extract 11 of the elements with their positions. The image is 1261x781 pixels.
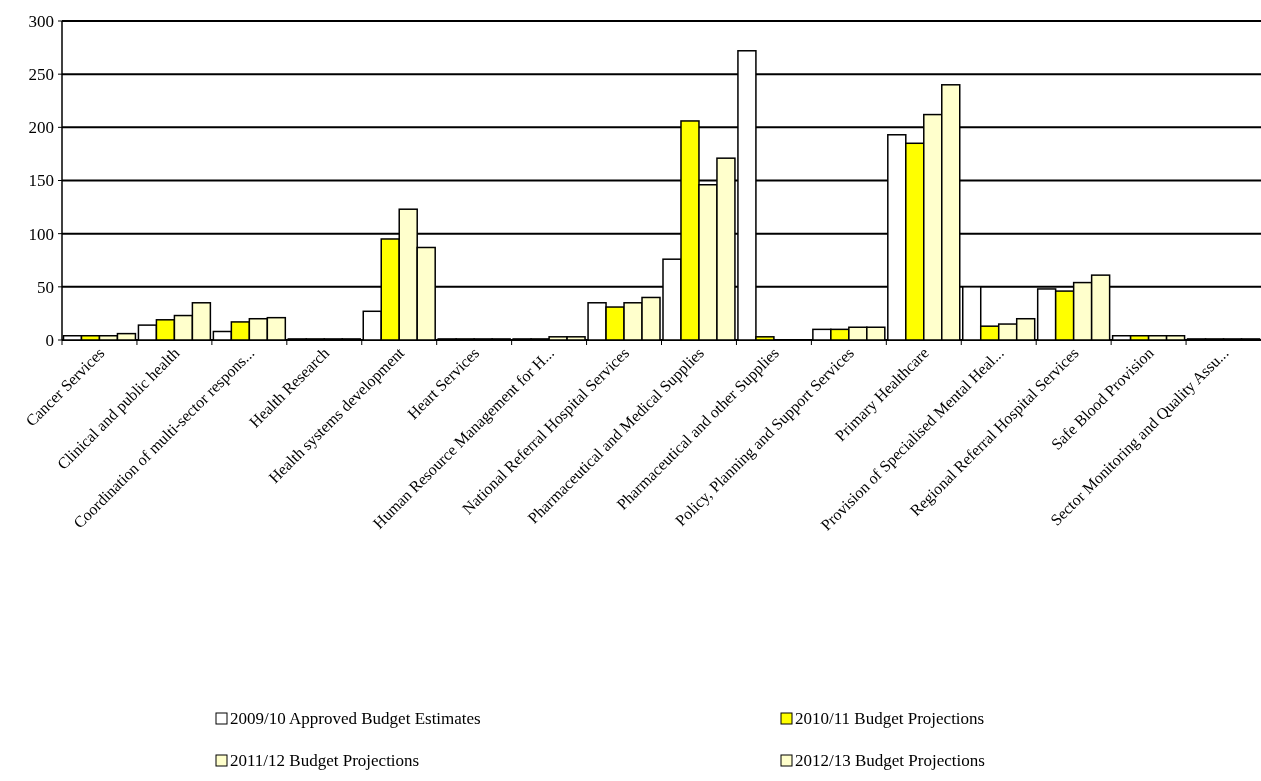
y-tick-label: 50: [37, 277, 54, 297]
y-tick-label: 100: [28, 224, 54, 244]
y-tick-label: 250: [28, 65, 54, 85]
y-tick-label: 200: [28, 118, 54, 138]
y-tick-label: 0: [45, 330, 54, 350]
legend-label: 2011/12 Budget Projections: [230, 751, 420, 770]
legend-label: 2010/11 Budget Projections: [795, 709, 985, 728]
y-tick-label: 300: [28, 11, 54, 31]
y-tick-label: 150: [28, 171, 54, 191]
legend-label: 2012/13 Budget Projections: [795, 751, 985, 770]
legend-label: 2009/10 Approved Budget Estimates: [230, 709, 481, 728]
